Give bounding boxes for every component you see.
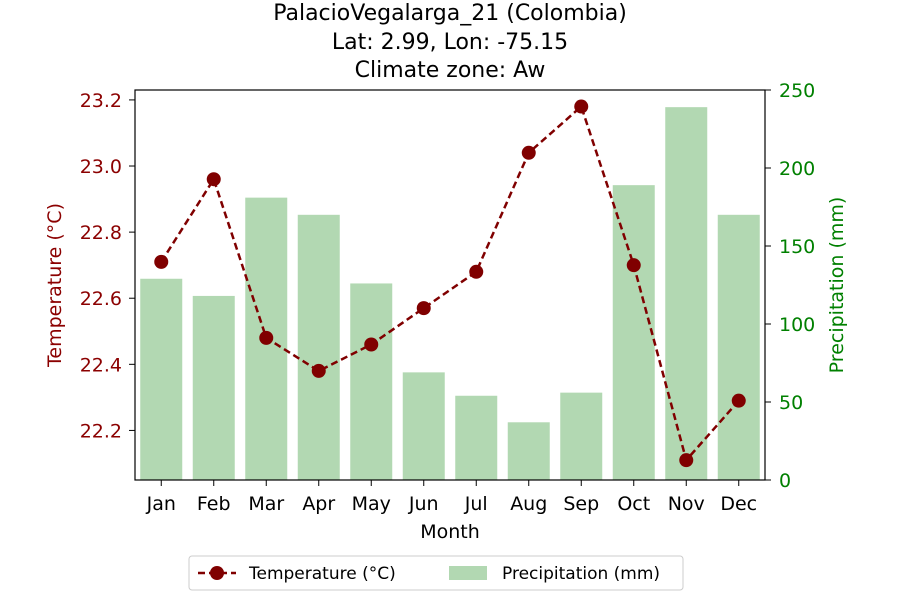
temperature-point-feb xyxy=(207,172,221,186)
left-tick-label: 22.8 xyxy=(80,222,122,244)
temperature-point-dec xyxy=(732,394,746,408)
precipitation-bar-jan xyxy=(140,279,182,480)
precipitation-bar-jul xyxy=(455,396,497,480)
right-tick-label: 50 xyxy=(779,392,803,414)
x-tick-label-sep: Sep xyxy=(563,493,599,515)
left-tick-label: 22.2 xyxy=(80,420,122,442)
x-tick-label-jan: Jan xyxy=(146,493,176,515)
right-axis-label: Precipitation (mm) xyxy=(826,197,848,374)
right-tick-label: 0 xyxy=(779,470,791,492)
x-tick-label-nov: Nov xyxy=(668,493,705,515)
legend-precipitation-label: Precipitation (mm) xyxy=(502,564,660,584)
x-tick-label-dec: Dec xyxy=(720,493,757,515)
legend-precipitation-swatch xyxy=(449,566,487,580)
x-tick-label-jul: Jul xyxy=(464,493,488,515)
legend-temperature-marker xyxy=(210,566,224,580)
precipitation-bar-jun xyxy=(403,372,445,480)
x-axis-ticks: Jan Feb Mar Apr May Jun Jul Aug Sep Oct Nov Dec xyxy=(146,480,758,515)
temperature-point-may xyxy=(364,337,378,351)
right-tick-label: 150 xyxy=(779,236,815,258)
precipitation-bar-aug xyxy=(508,422,550,480)
legend: Temperature (°C) Precipitation (mm) xyxy=(189,556,683,590)
right-tick-label: 250 xyxy=(779,80,815,102)
precipitation-bar-apr xyxy=(298,215,340,480)
left-axis-label: Temperature (°C) xyxy=(44,203,66,368)
left-tick-label: 22.4 xyxy=(80,354,122,376)
temperature-point-aug xyxy=(522,146,536,160)
temperature-point-jun xyxy=(417,301,431,315)
temperature-point-nov xyxy=(679,453,693,467)
x-tick-label-oct: Oct xyxy=(617,493,650,515)
x-tick-label-mar: Mar xyxy=(248,493,284,515)
precipitation-bar-sep xyxy=(560,393,602,480)
temperature-point-jan xyxy=(154,255,168,269)
temperature-point-sep xyxy=(574,100,588,114)
left-tick-label: 23.2 xyxy=(80,90,122,112)
precipitation-bar-nov xyxy=(665,107,707,480)
chart-title-line-3: Climate zone: Aw xyxy=(355,58,546,83)
temperature-point-apr xyxy=(312,364,326,378)
temperature-point-mar xyxy=(259,331,273,345)
precipitation-bar-dec xyxy=(718,215,760,480)
precipitation-bar-oct xyxy=(613,185,655,480)
x-tick-label-apr: Apr xyxy=(302,493,335,515)
chart-title-line-2: Lat: 2.99, Lon: -75.15 xyxy=(332,30,568,55)
right-axis-ticks: 0 50 100 150 200 250 xyxy=(765,80,815,492)
precipitation-bar-feb xyxy=(193,296,235,480)
temperature-point-jul xyxy=(469,265,483,279)
chart-title-line-1: PalacioVegalarga_21 (Colombia) xyxy=(273,1,627,26)
x-tick-label-jun: Jun xyxy=(408,493,439,515)
left-axis-ticks: 22.2 22.4 22.6 22.8 23.0 23.2 xyxy=(80,90,135,443)
right-tick-label: 100 xyxy=(779,314,815,336)
temperature-point-oct xyxy=(627,258,641,272)
x-axis-label: Month xyxy=(420,521,480,543)
temperature-line xyxy=(154,100,746,468)
precipitation-bar-may xyxy=(350,283,392,480)
precipitation-bars xyxy=(140,107,760,480)
left-tick-label: 22.6 xyxy=(80,288,122,310)
right-tick-label: 200 xyxy=(779,158,815,180)
legend-temperature-label: Temperature (°C) xyxy=(248,564,396,584)
left-tick-label: 23.0 xyxy=(80,156,122,178)
x-tick-label-feb: Feb xyxy=(197,493,231,515)
x-tick-label-may: May xyxy=(352,493,391,515)
x-tick-label-aug: Aug xyxy=(510,493,547,515)
